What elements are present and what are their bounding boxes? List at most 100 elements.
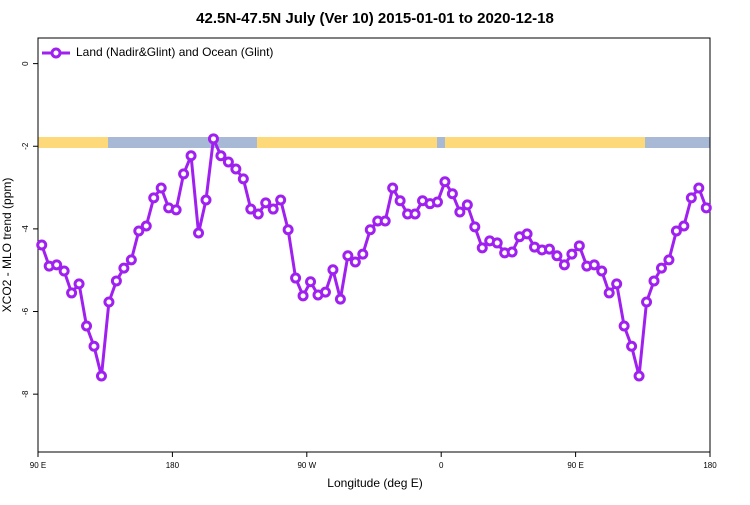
data-point: [409, 208, 421, 220]
x-axis-label: Longitude (deg E): [327, 476, 422, 490]
land-band: [38, 137, 108, 148]
land-band: [445, 137, 645, 148]
data-point: [476, 242, 488, 254]
data-point: [222, 156, 234, 168]
data-point: [207, 133, 219, 145]
data-point: [431, 196, 443, 208]
data-point: [297, 290, 309, 302]
data-point: [655, 262, 667, 274]
ocean-band: [645, 137, 710, 148]
chart-title: 42.5N-47.5N July (Ver 10) 2015-01-01 to …: [196, 10, 554, 27]
data-point: [603, 287, 615, 299]
data-point: [558, 259, 570, 271]
data-point: [648, 275, 660, 287]
data-point: [588, 259, 600, 271]
data-point: [237, 173, 249, 185]
data-point: [596, 265, 608, 277]
data-point: [200, 194, 212, 206]
data-point: [267, 203, 279, 215]
x-tick-label: 90 W: [297, 461, 316, 470]
data-point: [573, 240, 585, 252]
data-point: [133, 225, 145, 237]
data-point: [349, 256, 361, 268]
data-point: [275, 194, 287, 206]
data-point: [327, 264, 339, 276]
y-tick-label: -4: [21, 225, 30, 233]
data-point: [700, 202, 712, 214]
legend-marker: [50, 47, 62, 59]
data-point: [454, 206, 466, 218]
data-point: [357, 248, 369, 260]
y-tick-label: -2: [21, 142, 30, 150]
data-point: [252, 208, 264, 220]
data-point: [36, 239, 48, 251]
ocean-band: [108, 137, 257, 148]
x-tick-label: 0: [439, 461, 444, 470]
land-ocean-strip: [38, 137, 710, 148]
land-band: [257, 137, 437, 148]
data-point: [394, 195, 406, 207]
data-point: [641, 296, 653, 308]
data-point: [461, 199, 473, 211]
data-point: [611, 278, 623, 290]
data-point: [230, 163, 242, 175]
data-point: [88, 340, 100, 352]
data-point: [155, 182, 167, 194]
data-point: [170, 204, 182, 216]
data-point: [185, 150, 197, 162]
data-point: [334, 293, 346, 305]
data-point: [342, 250, 354, 262]
x-tick-label: 180: [703, 461, 717, 470]
x-tick-label: 90 E: [567, 461, 583, 470]
data-point: [379, 215, 391, 227]
data-point: [95, 370, 107, 382]
y-tick-label: 0: [21, 61, 30, 66]
data-point: [439, 176, 451, 188]
data-point: [140, 220, 152, 232]
data-point: [469, 221, 481, 233]
data-point: [73, 278, 85, 290]
data-point: [670, 225, 682, 237]
legend-box: [39, 39, 319, 67]
legend-label: Land (Nadir&Glint) and Ocean (Glint): [76, 45, 273, 59]
y-axis-label: XCO2 - MLO trend (ppm): [0, 178, 14, 313]
data-point: [193, 227, 205, 239]
data-point: [66, 287, 78, 299]
data-point: [364, 224, 376, 236]
data-point: [693, 182, 705, 194]
data-point: [81, 320, 93, 332]
data-point: [178, 168, 190, 180]
data-point: [118, 262, 130, 274]
x-tick-label: 180: [166, 461, 180, 470]
data-point: [103, 296, 115, 308]
data-point: [319, 286, 331, 298]
data-point: [543, 243, 555, 255]
data-point: [125, 254, 137, 266]
y-tick-label: -6: [21, 307, 30, 315]
data-point: [110, 275, 122, 287]
data-point: [58, 265, 70, 277]
y-tick-label: -8: [21, 390, 30, 398]
data-point: [566, 248, 578, 260]
ocean-band: [437, 137, 445, 148]
data-point: [148, 192, 160, 204]
data-point: [51, 259, 63, 271]
data-point: [260, 197, 272, 209]
data-point: [215, 150, 227, 162]
data-point: [282, 224, 294, 236]
data-point: [506, 246, 518, 258]
data-point: [551, 250, 563, 262]
data-point: [290, 272, 302, 284]
data-point: [245, 203, 257, 215]
data-point: [685, 192, 697, 204]
data-point: [521, 228, 533, 240]
data-point: [387, 182, 399, 194]
data-point: [626, 340, 638, 352]
data-point: [678, 220, 690, 232]
legend: Land (Nadir&Glint) and Ocean (Glint): [39, 39, 319, 67]
data-point: [305, 276, 317, 288]
data-point: [446, 188, 458, 200]
data-point: [491, 237, 503, 249]
